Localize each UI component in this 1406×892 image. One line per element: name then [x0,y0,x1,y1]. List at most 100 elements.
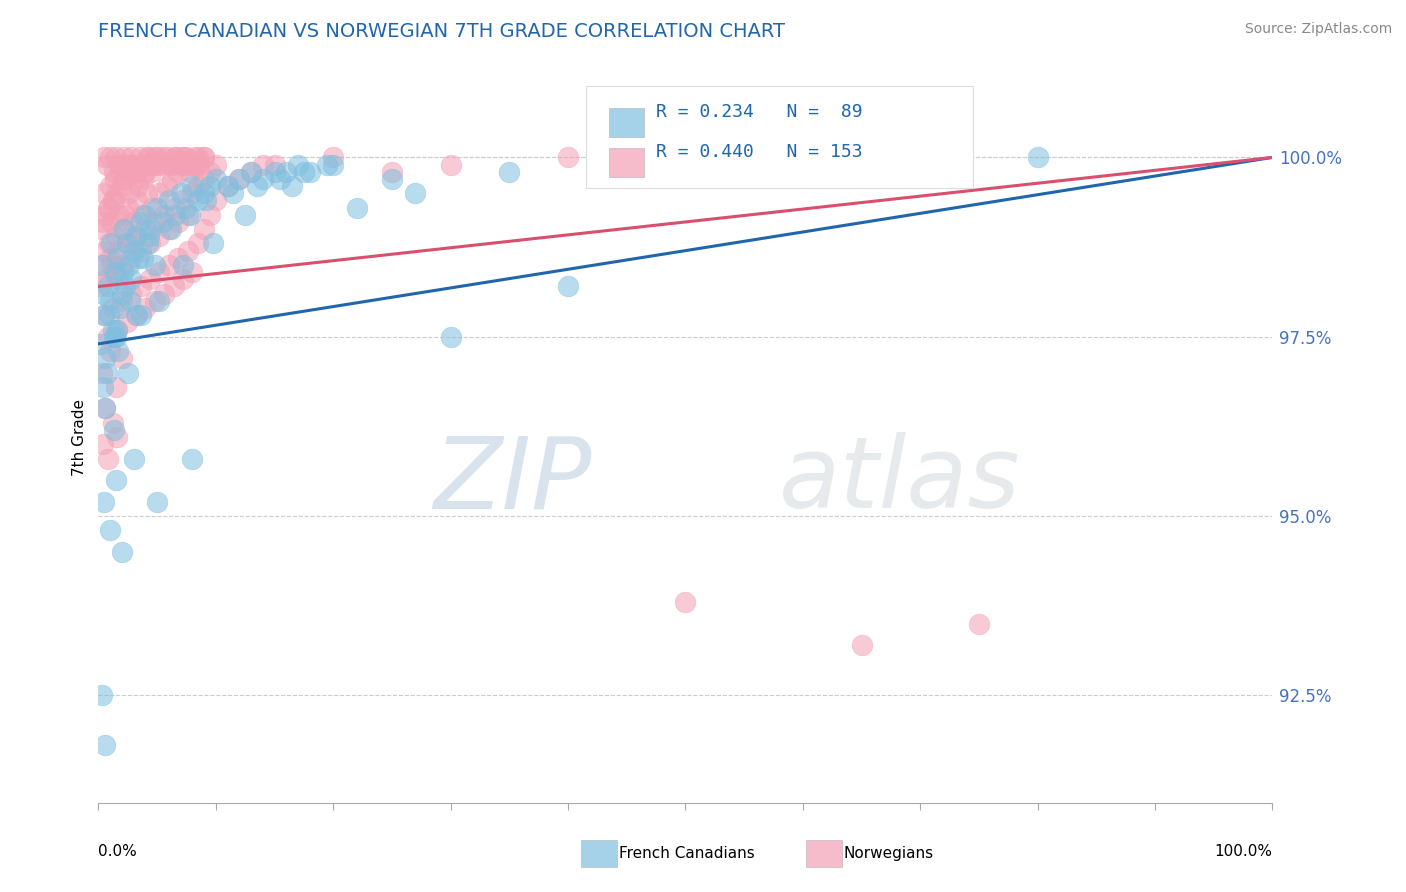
Point [141,201,163,215]
Point [93,308,115,322]
Text: ZIP: ZIP [433,433,592,530]
Point [98,251,121,265]
Point [160,222,183,236]
Point [188,158,211,172]
Point [181,186,204,201]
Point [281,179,304,194]
Point [176,150,198,164]
Point [118,258,141,272]
Point [217,179,239,194]
Point [115,236,138,251]
Point [105,322,128,336]
Point [169,158,191,172]
Point [111,351,134,366]
Point [169,150,191,164]
Point [139,272,162,286]
Point [101,416,124,430]
Point [98,236,121,251]
Point [181,158,204,172]
Point [91,286,114,301]
Point [1026,150,1049,164]
Point [148,229,170,244]
Point [263,158,285,172]
Point [100,258,122,272]
Point [120,251,142,265]
Point [100,236,122,251]
Point [193,172,215,186]
Point [101,301,124,315]
Point [134,165,156,179]
Point [103,423,125,437]
Point [121,215,143,229]
Point [129,279,152,293]
Point [557,150,579,164]
Point [181,265,204,279]
Text: French Canadians: French Canadians [619,847,755,861]
Point [105,150,128,164]
Point [98,150,121,164]
Point [105,329,128,343]
Point [103,265,125,279]
Point [127,251,149,265]
Point [118,186,141,201]
Point [105,473,128,487]
Point [439,158,461,172]
Point [176,201,198,215]
Point [94,401,117,416]
Point [228,172,250,186]
Point [179,208,201,222]
Point [252,172,274,186]
Point [125,308,148,322]
Point [240,165,263,179]
Bar [609,108,644,137]
Point [162,201,184,215]
Point [205,158,228,172]
Point [157,194,180,208]
Point [193,150,215,164]
Point [143,150,166,164]
Point [98,179,121,194]
Point [90,336,112,351]
Point [121,236,143,251]
Point [127,179,149,194]
Point [616,158,638,172]
Point [127,194,149,208]
Point [114,279,136,293]
Point [96,158,118,172]
Point [167,215,190,229]
Point [967,616,990,631]
Point [128,215,150,229]
Point [98,524,121,538]
Text: 100.0%: 100.0% [1215,845,1272,859]
Point [179,158,201,172]
Point [107,208,129,222]
Point [105,229,128,244]
Point [136,236,159,251]
Point [112,222,135,236]
Point [198,208,221,222]
Point [91,366,114,380]
Point [107,272,129,286]
Point [404,186,426,201]
Point [115,165,138,179]
Point [98,201,121,215]
Point [557,279,579,293]
Point [205,194,228,208]
Point [91,688,114,702]
Point [172,258,194,272]
Point [143,258,166,272]
Point [93,308,115,322]
Point [108,158,131,172]
Point [233,208,256,222]
Point [120,158,142,172]
Point [176,208,198,222]
Point [115,315,138,329]
Point [97,279,120,293]
Point [167,165,190,179]
Point [129,158,152,172]
Point [135,186,157,201]
Point [205,172,228,186]
Point [153,208,176,222]
Point [202,236,225,251]
Text: Source: ZipAtlas.com: Source: ZipAtlas.com [1244,22,1392,37]
